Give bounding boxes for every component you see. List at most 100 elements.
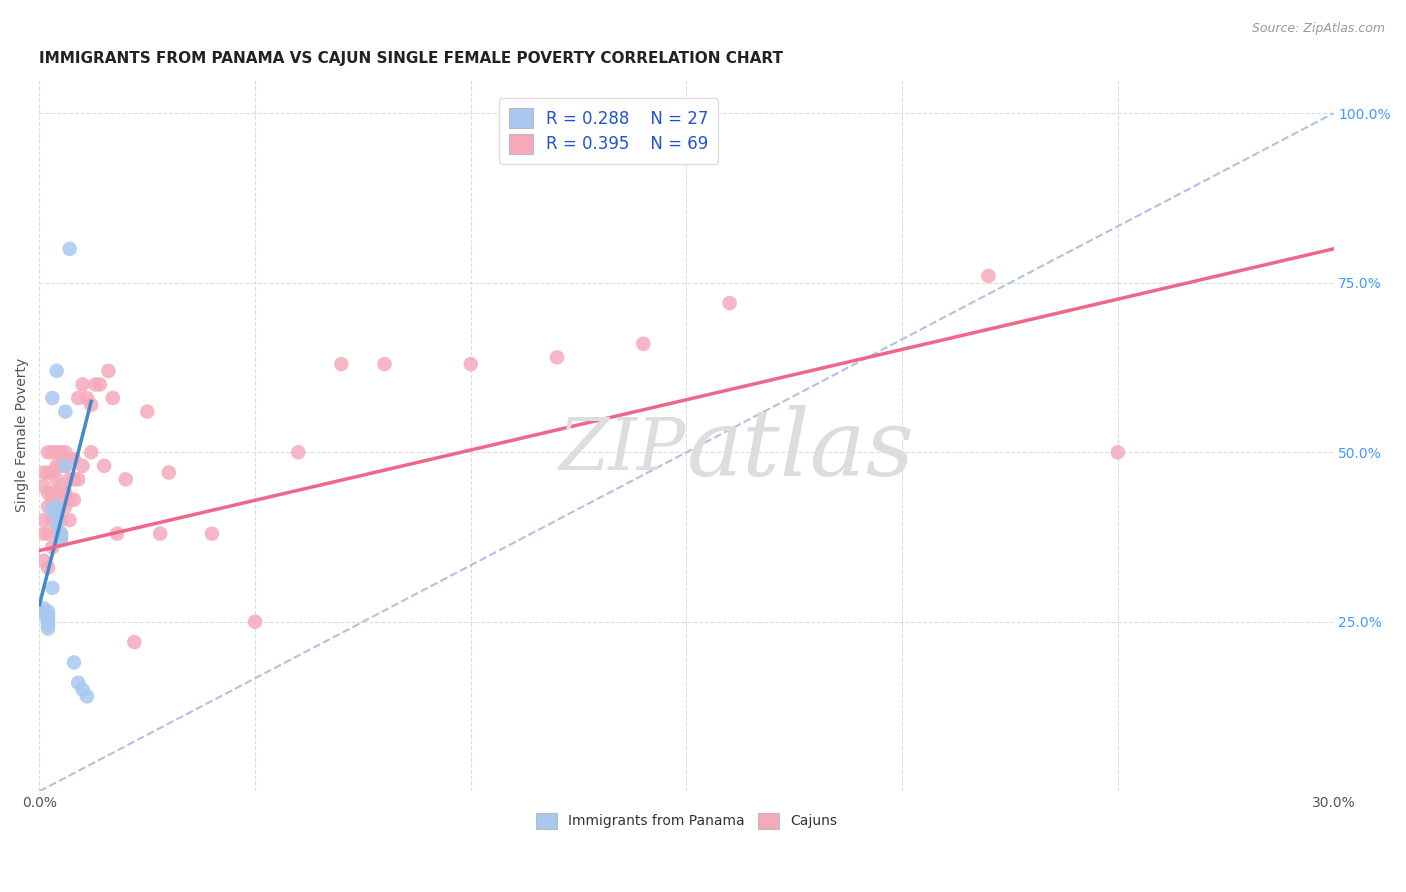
Point <box>59 472 82 486</box>
Point <box>201 526 224 541</box>
Point <box>76 391 98 405</box>
Point <box>149 526 172 541</box>
Point <box>49 458 72 473</box>
Point <box>80 398 103 412</box>
Point <box>49 479 72 493</box>
Point <box>53 404 76 418</box>
Point <box>32 601 55 615</box>
Point <box>41 503 63 517</box>
Point <box>49 513 72 527</box>
Point <box>45 364 67 378</box>
Point <box>45 526 67 541</box>
Point <box>45 458 67 473</box>
Point <box>977 268 1000 283</box>
Point <box>49 492 72 507</box>
Point <box>32 607 55 622</box>
Point <box>157 466 180 480</box>
Point <box>41 466 63 480</box>
Point <box>67 391 90 405</box>
Point <box>32 466 55 480</box>
Point <box>89 377 111 392</box>
Legend: Immigrants from Panama, Cajuns: Immigrants from Panama, Cajuns <box>530 807 842 834</box>
Point <box>41 492 63 507</box>
Point <box>67 472 90 486</box>
Point <box>41 540 63 554</box>
Point <box>53 486 76 500</box>
Point <box>718 296 741 310</box>
Point <box>63 452 86 467</box>
Text: IMMIGRANTS FROM PANAMA VS CAJUN SINGLE FEMALE POVERTY CORRELATION CHART: IMMIGRANTS FROM PANAMA VS CAJUN SINGLE F… <box>39 51 783 66</box>
Point <box>37 605 59 619</box>
Point <box>53 500 76 514</box>
Point <box>330 357 353 371</box>
Point <box>41 445 63 459</box>
Point <box>67 675 90 690</box>
Point <box>97 364 120 378</box>
Point <box>63 472 86 486</box>
Point <box>45 506 67 520</box>
Point <box>53 445 76 459</box>
Point <box>49 526 72 541</box>
Text: atlas: atlas <box>686 405 914 494</box>
Point <box>1107 445 1129 459</box>
Point <box>37 486 59 500</box>
Point <box>101 391 124 405</box>
Point <box>37 611 59 625</box>
Point <box>37 607 59 622</box>
Point <box>287 445 309 459</box>
Point <box>37 560 59 574</box>
Point <box>243 615 266 629</box>
Point <box>32 526 55 541</box>
Point <box>41 503 63 517</box>
Point <box>460 357 482 371</box>
Point <box>41 513 63 527</box>
Point <box>59 513 82 527</box>
Point <box>45 500 67 514</box>
Point <box>63 656 86 670</box>
Point <box>45 506 67 520</box>
Point <box>63 492 86 507</box>
Point <box>53 458 76 473</box>
Point <box>32 479 55 493</box>
Point <box>45 486 67 500</box>
Point <box>80 445 103 459</box>
Point <box>37 500 59 514</box>
Point <box>59 492 82 507</box>
Point <box>37 466 59 480</box>
Point <box>32 554 55 568</box>
Point <box>114 472 136 486</box>
Point <box>45 472 67 486</box>
Point <box>37 526 59 541</box>
Point <box>93 458 115 473</box>
Point <box>136 404 159 418</box>
Point <box>76 690 98 704</box>
Point <box>105 526 128 541</box>
Point <box>84 377 107 392</box>
Point <box>124 635 146 649</box>
Point <box>546 351 568 365</box>
Point <box>45 445 67 459</box>
Point <box>49 530 72 544</box>
Point <box>32 513 55 527</box>
Y-axis label: Single Female Poverty: Single Female Poverty <box>15 359 30 512</box>
Point <box>45 516 67 531</box>
Point <box>49 445 72 459</box>
Point <box>72 458 94 473</box>
Point <box>37 618 59 632</box>
Point <box>32 605 55 619</box>
Text: Source: ZipAtlas.com: Source: ZipAtlas.com <box>1251 22 1385 36</box>
Point <box>633 336 655 351</box>
Point <box>41 391 63 405</box>
Point <box>41 581 63 595</box>
Point <box>37 622 59 636</box>
Point <box>59 242 82 256</box>
Point <box>72 682 94 697</box>
Text: ZIP: ZIP <box>560 414 686 485</box>
Point <box>49 533 72 548</box>
Point <box>41 486 63 500</box>
Point <box>373 357 395 371</box>
Point <box>37 445 59 459</box>
Point <box>59 452 82 467</box>
Point <box>72 377 94 392</box>
Point <box>37 615 59 629</box>
